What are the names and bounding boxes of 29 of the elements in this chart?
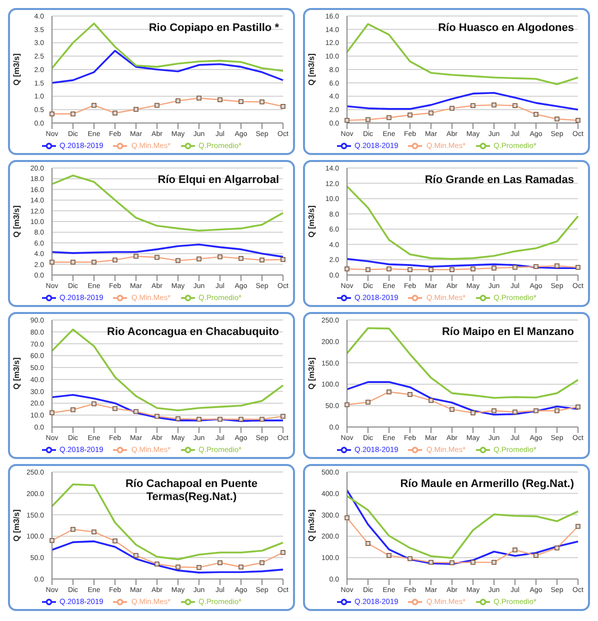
y-axis-title: Q [m3/s] xyxy=(12,509,21,542)
line-series xyxy=(346,381,579,416)
line-series xyxy=(346,495,579,559)
line-series xyxy=(346,185,579,260)
line-series xyxy=(346,92,579,111)
y-axis-title: Q [m3/s] xyxy=(306,205,316,238)
y-axis-title: Q [m3/s] xyxy=(12,53,21,86)
line-series xyxy=(51,22,284,72)
text: Río Maule en Armerillo (Reg.Nat.) xyxy=(400,478,574,491)
line-series xyxy=(51,540,284,574)
line-series xyxy=(346,327,579,399)
text: Río Elqui en Algarrobal xyxy=(158,174,279,187)
text: Río Huasco en Algodones xyxy=(438,22,574,35)
text: Río Grande en Las Ramadas xyxy=(424,174,574,187)
text: Rio Copiapo en Pastillo * xyxy=(148,22,279,35)
y-axis-title: Q [m3/s] xyxy=(306,357,316,390)
text: Río Maipo en El Manzano xyxy=(442,326,574,339)
line-series xyxy=(51,394,284,422)
line-series xyxy=(51,328,284,412)
line-series xyxy=(51,174,284,232)
y-axis-title: Q [m3/s] xyxy=(12,357,21,390)
y-axis-title: Q [m3/s] xyxy=(306,53,316,86)
line-series xyxy=(346,489,579,565)
text: Rio Aconcagua en Chacabuquito xyxy=(107,326,279,339)
y-axis-title: Q [m3/s] xyxy=(306,509,316,542)
y-axis-title: Q [m3/s] xyxy=(12,205,21,238)
line-series xyxy=(51,50,284,84)
line-series xyxy=(346,23,579,86)
text: Río Cachapoal en Puente Termas(Reg.Nat.) xyxy=(124,478,259,504)
